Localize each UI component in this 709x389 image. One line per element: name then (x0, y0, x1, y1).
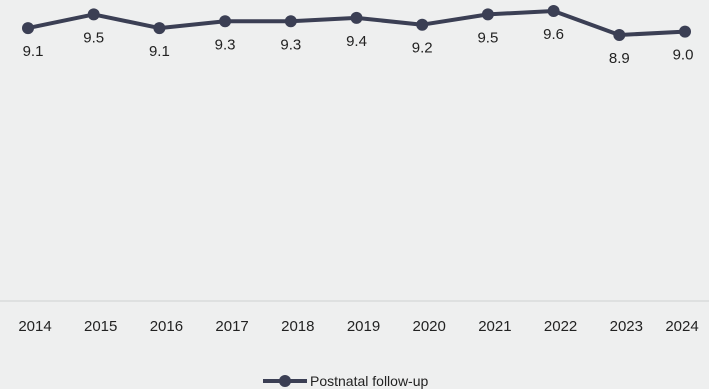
data-point-2021 (481, 8, 494, 21)
x-tick-label-2016: 2016 (150, 318, 183, 335)
data-label-2019: 9.4 (346, 33, 367, 50)
data-label-2016: 9.1 (149, 43, 170, 60)
data-point-2019 (350, 11, 363, 24)
legend-label: Postnatal follow-up (310, 373, 429, 389)
data-point-2016 (153, 22, 166, 35)
data-label-2021: 9.5 (477, 29, 498, 46)
data-label-2014: 9.1 (23, 43, 44, 60)
x-tick-label-2017: 2017 (215, 318, 248, 335)
series-markers (22, 5, 691, 41)
x-axis-tick-labels: 2014 2015 2016 2017 2018 2019 2020 2021 2022 2023… (18, 318, 698, 335)
data-label-2022: 9.6 (543, 26, 564, 43)
x-tick-label-2014: 2014 (18, 318, 51, 335)
x-tick-label-2020: 2020 (413, 318, 446, 335)
x-tick-label-2021: 2021 (478, 318, 511, 335)
x-tick-label-2022: 2022 (544, 318, 577, 335)
x-tick-label-2015: 2015 (84, 318, 117, 335)
data-point-2015 (87, 8, 100, 21)
data-point-2014 (22, 22, 34, 35)
data-point-2018 (284, 15, 297, 28)
x-tick-label-2023: 2023 (610, 318, 643, 335)
legend: Postnatal follow-up (263, 373, 429, 389)
x-tick-label-2019: 2019 (347, 318, 380, 335)
data-label-2023: 8.9 (609, 50, 630, 67)
data-label-2015: 9.5 (83, 29, 104, 46)
x-tick-label-2024: 2024 (665, 318, 698, 335)
data-point-2020 (416, 18, 429, 31)
data-point-2017 (219, 15, 232, 28)
data-label-2024: 9.0 (673, 47, 694, 64)
data-labels: 9.1 9.5 9.1 9.3 9.3 9.4 9.2 9.5 9.6 8.9 9.0 (23, 26, 694, 67)
data-label-2018: 9.3 (280, 36, 301, 53)
data-point-2022 (547, 5, 560, 17)
legend-marker-swatch (279, 375, 291, 387)
data-point-2023 (613, 29, 626, 41)
data-label-2017: 9.3 (215, 36, 236, 53)
data-point-2024 (679, 25, 691, 38)
x-tick-label-2018: 2018 (281, 318, 314, 335)
data-label-2020: 9.2 (412, 40, 433, 57)
